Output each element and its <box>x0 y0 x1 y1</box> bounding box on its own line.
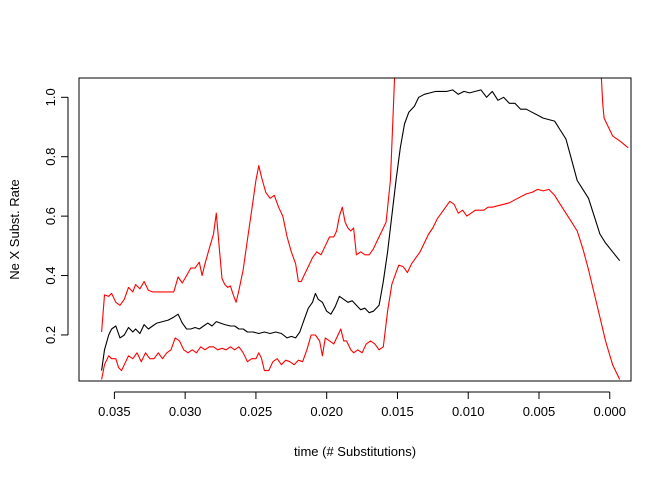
series-layer <box>101 78 629 380</box>
y-axis: 0.2 0.4 0.6 0.8 1.0 <box>43 88 69 344</box>
y-axis-title: Ne X Subst. Rate <box>7 179 22 279</box>
series-line-upper-0 <box>101 78 396 333</box>
series-line-median-2 <box>101 89 621 371</box>
y-tick-label: 0.4 <box>43 267 58 285</box>
x-tick-label: 0.020 <box>310 404 343 419</box>
x-axis-title: time (# Substitutions) <box>294 444 416 459</box>
y-tick-label: 0.6 <box>43 207 58 225</box>
x-tick-label: 0.005 <box>523 404 556 419</box>
x-axis: 0.035 0.030 0.025 0.020 0.015 0.010 0.005 0.000 <box>98 391 626 419</box>
y-tick-label: 0.2 <box>43 326 58 344</box>
y-tick-label: 1.0 <box>43 88 58 106</box>
x-tick-label: 0.025 <box>240 404 273 419</box>
series-line-lower-3 <box>101 188 621 380</box>
x-tick-label: 0.035 <box>98 404 131 419</box>
plot-frame <box>78 77 632 382</box>
x-tick-label: 0.010 <box>452 404 485 419</box>
x-tick-label: 0.000 <box>593 404 626 419</box>
series-line-upper-1 <box>600 78 629 149</box>
y-tick-label: 0.8 <box>43 148 58 166</box>
x-tick-label: 0.030 <box>169 404 202 419</box>
x-tick-label: 0.015 <box>381 404 414 419</box>
